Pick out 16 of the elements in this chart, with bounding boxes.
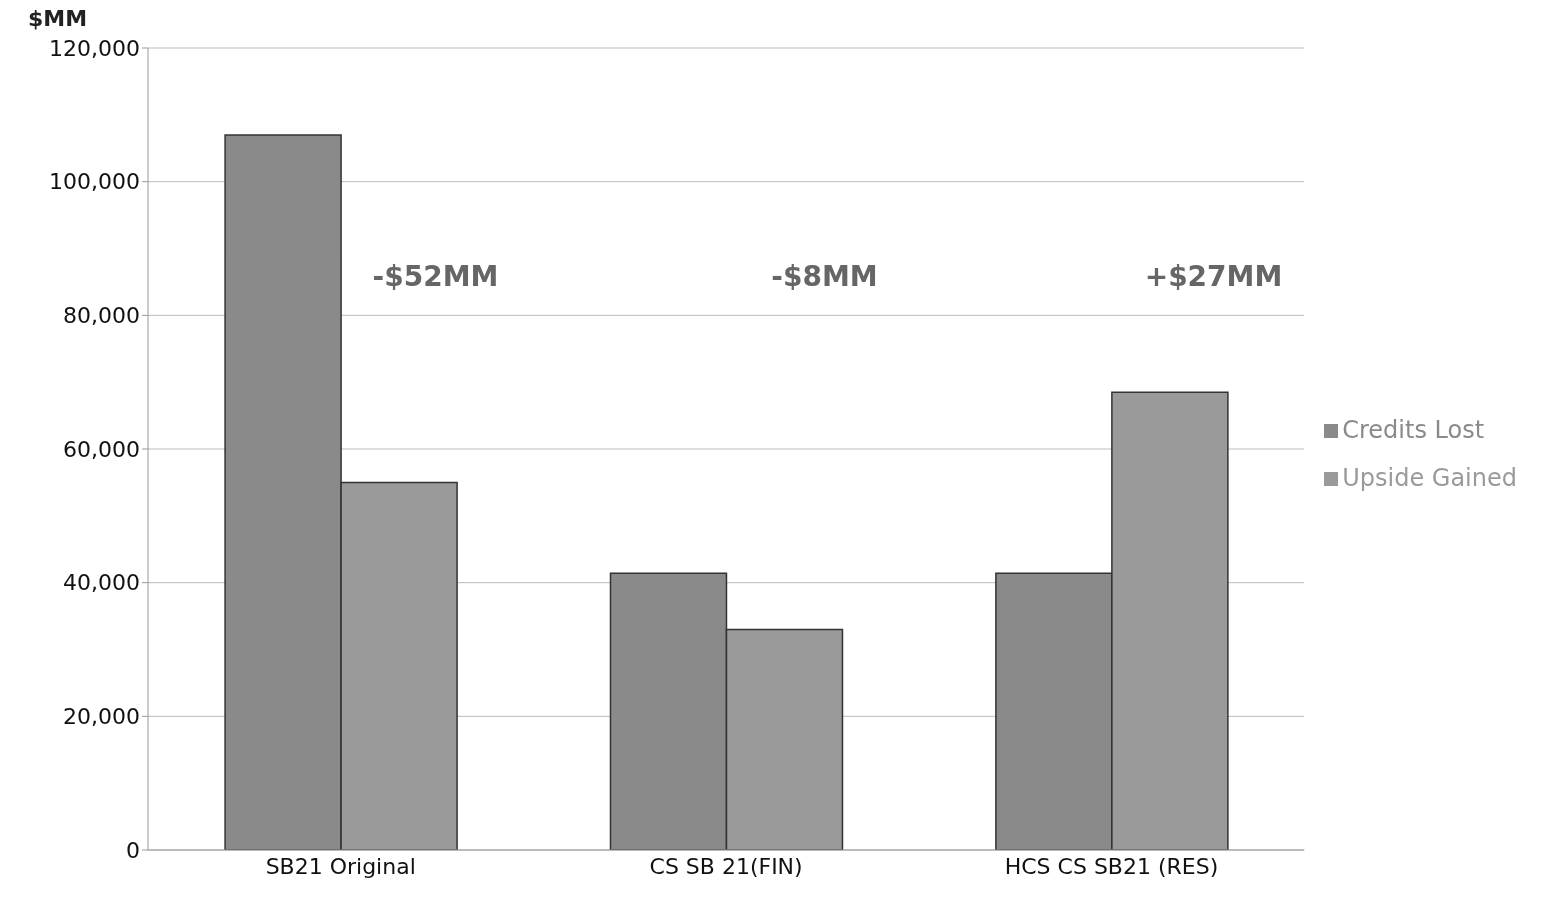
y-tick-label: 120,000 (49, 35, 140, 61)
annotation: +$27MM (1144, 260, 1283, 293)
x-tick-label: HCS CS SB21 (RES) (1004, 853, 1219, 879)
y-tick-label: 40,000 (63, 570, 140, 596)
x-tick-label: CS SB 21(FIN) (649, 853, 803, 879)
y-tick-label: 80,000 (63, 303, 140, 329)
x-tick-label: SB21 Original (265, 853, 416, 879)
y-axis-title: $MM (28, 5, 88, 31)
legend-label: Credits Lost (1342, 416, 1485, 444)
annotation: -$52MM (372, 260, 499, 293)
y-tick-label: 20,000 (63, 704, 140, 730)
y-tick-label: 0 (126, 837, 140, 863)
legend-label: Upside Gained (1342, 464, 1517, 492)
y-tick-label: 60,000 (63, 436, 140, 462)
annotation: -$8MM (771, 260, 878, 293)
y-tick-label: 100,000 (49, 169, 140, 195)
